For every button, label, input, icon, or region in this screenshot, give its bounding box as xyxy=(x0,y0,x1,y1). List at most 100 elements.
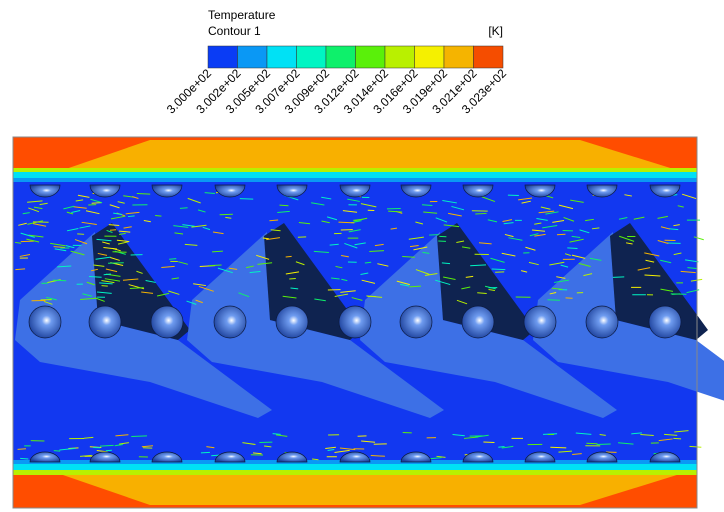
vector xyxy=(344,242,358,249)
vector xyxy=(487,219,498,223)
vector xyxy=(361,279,376,284)
vector xyxy=(119,442,130,445)
blade-edge xyxy=(610,223,708,340)
vector xyxy=(117,201,125,204)
vector xyxy=(551,287,563,290)
half-sphere xyxy=(29,451,61,463)
vector xyxy=(43,300,53,305)
vector xyxy=(536,217,548,221)
vector xyxy=(88,275,102,278)
vector xyxy=(191,224,207,228)
vector xyxy=(571,235,581,239)
vector xyxy=(558,450,572,453)
vector xyxy=(132,196,139,199)
vector xyxy=(477,292,487,294)
vector xyxy=(325,446,336,449)
vector xyxy=(123,226,132,229)
color-band xyxy=(473,45,504,69)
vector xyxy=(435,217,448,223)
vector xyxy=(538,210,555,214)
vector xyxy=(109,204,120,209)
vector xyxy=(329,243,339,246)
vector xyxy=(99,444,114,447)
vector xyxy=(97,252,108,256)
vector xyxy=(370,455,385,457)
vector xyxy=(545,211,559,215)
vector xyxy=(269,219,279,222)
vector xyxy=(558,204,574,210)
vector xyxy=(73,206,87,209)
sphere xyxy=(648,305,682,339)
vector xyxy=(108,262,124,264)
vector xyxy=(618,217,628,220)
vector xyxy=(145,280,156,283)
vector xyxy=(83,436,94,439)
half-sphere xyxy=(29,184,61,198)
vector xyxy=(575,432,592,435)
vector xyxy=(409,244,419,248)
color-band xyxy=(237,45,268,69)
vector xyxy=(618,442,634,445)
vector xyxy=(660,288,674,292)
vector xyxy=(131,435,148,437)
vector xyxy=(619,235,635,242)
vector xyxy=(63,205,75,210)
vector xyxy=(488,288,495,292)
vector xyxy=(80,454,92,457)
color-band xyxy=(296,45,327,69)
vector xyxy=(540,206,551,210)
half-sphere xyxy=(151,184,183,198)
vector xyxy=(110,257,120,261)
vector xyxy=(531,229,546,232)
vector xyxy=(644,252,660,257)
vector xyxy=(542,224,558,229)
vector xyxy=(556,276,566,279)
vector xyxy=(413,246,428,251)
vector xyxy=(470,264,487,267)
vector xyxy=(101,280,115,284)
vector xyxy=(112,247,121,252)
vector xyxy=(591,227,600,230)
vector xyxy=(174,232,184,235)
color-band xyxy=(355,45,386,69)
vector xyxy=(119,232,126,235)
vector xyxy=(32,223,47,227)
vector xyxy=(93,264,105,267)
vector xyxy=(105,449,112,452)
vector xyxy=(571,254,586,259)
vector xyxy=(212,250,223,253)
half-sphere xyxy=(339,184,371,198)
blade-face xyxy=(187,232,444,418)
vector xyxy=(242,442,256,445)
vector xyxy=(106,229,113,233)
vector xyxy=(351,297,363,301)
vector xyxy=(262,237,269,240)
vector xyxy=(116,239,130,243)
vector xyxy=(298,221,311,225)
vector xyxy=(369,250,385,253)
legend-subtitle: Contour 1 xyxy=(208,24,261,38)
legend-unit: [K] xyxy=(488,24,503,38)
vector xyxy=(668,228,679,231)
vector xyxy=(585,218,594,222)
vector xyxy=(17,448,27,450)
vector xyxy=(409,285,421,288)
vector xyxy=(400,283,410,287)
vector xyxy=(15,241,22,244)
blade-edge xyxy=(437,223,535,340)
vector xyxy=(71,210,81,213)
vector xyxy=(101,285,108,287)
vector xyxy=(28,234,44,238)
vector xyxy=(631,432,642,435)
half-sphere xyxy=(462,184,494,198)
vector xyxy=(115,434,129,437)
vector xyxy=(461,286,471,290)
vector xyxy=(182,224,195,227)
vector xyxy=(502,219,513,222)
color-band xyxy=(266,45,297,69)
vector xyxy=(435,279,451,286)
vector xyxy=(660,259,672,264)
bottom-stripe xyxy=(13,470,697,475)
blade-face xyxy=(360,232,617,418)
